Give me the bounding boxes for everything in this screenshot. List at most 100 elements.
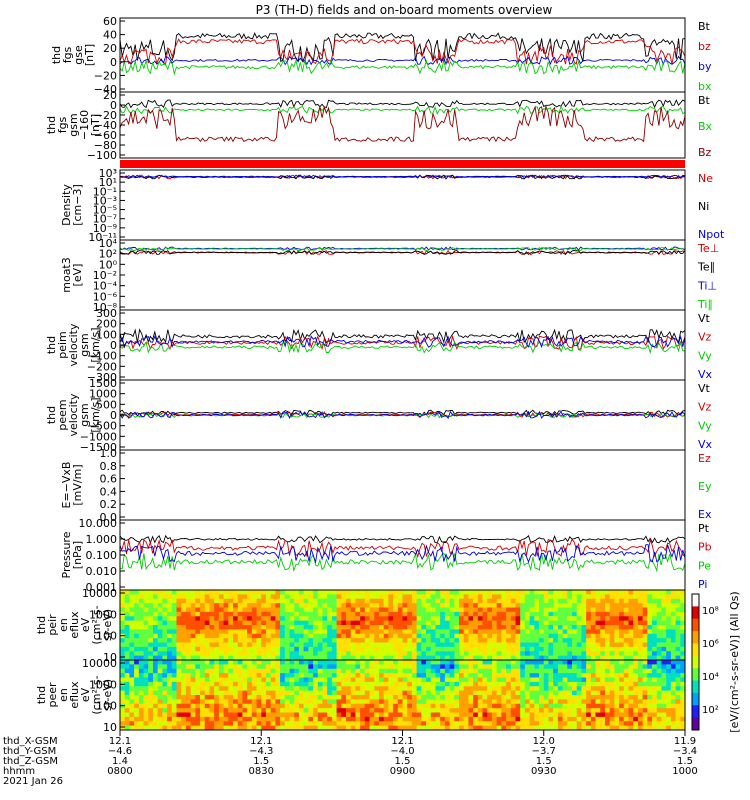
spectrogram-cell xyxy=(261,607,267,613)
spectrogram-cell xyxy=(609,721,615,727)
spectrogram-cell xyxy=(670,664,676,670)
series-line-Pe xyxy=(119,552,686,573)
spectrogram-cell xyxy=(383,703,389,709)
spectrogram-cell xyxy=(388,712,394,718)
spectrogram-cell xyxy=(308,646,314,652)
spectrogram-cell xyxy=(317,695,323,700)
spectrogram-cell xyxy=(275,594,281,600)
spectrogram-cell xyxy=(647,703,653,709)
spectrogram-cell xyxy=(270,625,276,630)
spectrogram-cell xyxy=(642,673,648,678)
spectrogram-cell xyxy=(214,629,220,635)
spectrogram-cell xyxy=(303,725,309,731)
spectrogram-cell xyxy=(430,721,436,727)
spectrogram-cell xyxy=(242,703,248,709)
spectrogram-cell xyxy=(233,681,239,687)
spectrogram-cell xyxy=(454,695,460,700)
spectrogram-cell xyxy=(237,690,243,696)
spectrogram-cell xyxy=(242,708,248,713)
spectrogram-cell xyxy=(501,651,507,657)
spectrogram-cell xyxy=(148,681,154,687)
spectrogram-cell xyxy=(134,725,140,731)
spectrogram-cell xyxy=(623,695,629,700)
spectrogram-cell xyxy=(520,633,526,639)
spectrogram-cell xyxy=(529,681,535,687)
spectrogram-cell xyxy=(407,611,413,617)
spectrogram-cell xyxy=(496,625,502,630)
spectrogram-cell xyxy=(459,681,465,687)
spectrogram-cell xyxy=(143,716,149,722)
spectrogram-cell xyxy=(341,638,347,643)
spectrogram-cell xyxy=(303,690,309,696)
spectrogram-cell xyxy=(397,712,403,718)
spectrogram-cell xyxy=(477,651,483,657)
spectrogram-cell xyxy=(284,616,290,622)
spectrogram-cell xyxy=(557,712,563,718)
spectrogram-cell xyxy=(454,721,460,727)
spectrogram-cell xyxy=(289,725,295,731)
spectrogram-cell xyxy=(496,664,502,670)
spectrogram-cell xyxy=(393,611,399,617)
spectrogram-cell xyxy=(298,616,305,622)
spectrogram-cell xyxy=(637,646,644,652)
spectrogram-cell xyxy=(322,681,328,687)
spectrogram-cell xyxy=(426,611,432,617)
spectrogram-cell xyxy=(449,651,455,657)
spectrogram-cell xyxy=(327,699,333,705)
y-tick-label: 0.100 xyxy=(86,549,118,562)
spectrogram-cell xyxy=(185,673,192,678)
spectrogram-cell xyxy=(557,660,563,665)
spectrogram-cell xyxy=(284,646,290,652)
spectrogram-cell xyxy=(430,594,436,600)
spectrogram-cell xyxy=(590,725,596,731)
spectrogram-cell xyxy=(388,655,394,661)
spectrogram-cell xyxy=(223,725,229,731)
spectrogram-cell xyxy=(477,625,483,630)
spectrogram-cell xyxy=(157,660,163,665)
spectrogram-cell xyxy=(152,673,159,678)
spectrogram-cell xyxy=(308,673,314,678)
y-tick-label: 0 xyxy=(110,56,117,69)
spectrogram-cell xyxy=(360,708,366,713)
spectrogram-cell xyxy=(506,716,512,722)
spectrogram-cell xyxy=(124,716,130,722)
spectrogram-cell xyxy=(233,616,239,622)
spectrogram-cell xyxy=(567,708,573,713)
spectrogram-cell xyxy=(331,646,337,652)
y-tick-label: −200 xyxy=(87,360,117,373)
spectrogram-cell xyxy=(543,629,549,635)
spectrogram-cell xyxy=(637,699,644,705)
spectrogram-cell xyxy=(176,629,182,635)
spectrogram-cell xyxy=(317,616,323,622)
spectrogram-cell xyxy=(308,625,314,630)
spectrogram-cell xyxy=(294,660,300,665)
spectrogram-cell xyxy=(670,611,676,617)
spectrogram-cell xyxy=(313,603,319,608)
spectrogram-cell xyxy=(388,681,394,687)
legend-Ne: Ne xyxy=(698,172,713,185)
spectrogram-cell xyxy=(134,716,140,722)
spectrogram-cell xyxy=(378,638,385,643)
spectrogram-cell xyxy=(468,655,474,661)
spectrogram-cell xyxy=(378,681,385,687)
spectrogram-cell xyxy=(595,625,601,630)
spectrogram-cell xyxy=(223,616,229,622)
spectrogram-cell xyxy=(270,686,276,692)
spectrogram-cell xyxy=(374,677,380,683)
spectrogram-cell xyxy=(440,590,446,595)
spectrogram-cell xyxy=(501,725,507,731)
spectrogram-cell xyxy=(157,690,163,696)
spectrogram-cell xyxy=(435,611,441,617)
spectrogram-cell xyxy=(619,660,625,665)
spectrogram-cell xyxy=(586,681,592,687)
spectrogram-cell xyxy=(440,699,446,705)
spectrogram-cell xyxy=(167,611,173,617)
spectrogram-cell xyxy=(134,695,140,700)
spectrogram-cell xyxy=(426,620,432,626)
spectrogram-cell xyxy=(440,633,446,639)
spectrogram-cell xyxy=(331,616,337,622)
spectrogram-cell xyxy=(317,716,323,722)
spectrogram-cell xyxy=(487,655,493,661)
spectrogram-cell xyxy=(143,638,149,643)
